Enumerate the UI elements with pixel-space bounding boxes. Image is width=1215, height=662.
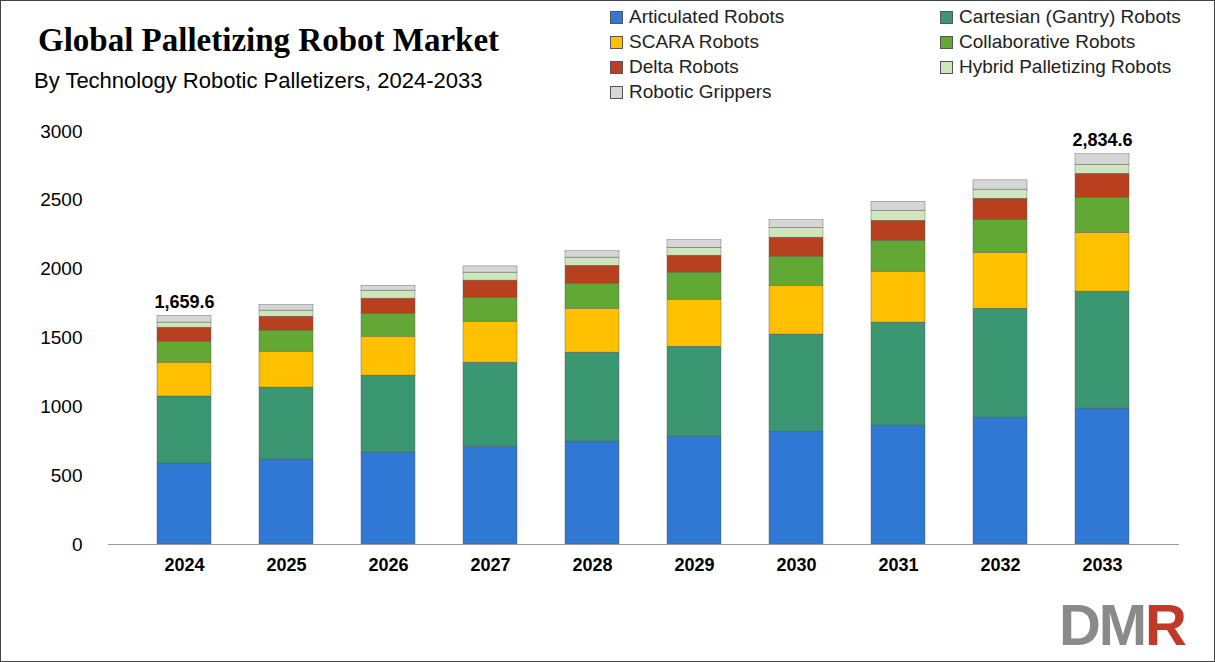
html-text:Collaborative Robots: Collaborative Robots bbox=[959, 31, 1136, 52]
svg-text:3000: 3000 bbox=[40, 121, 82, 142]
svg-text:2030: 2030 bbox=[776, 555, 816, 575]
svg-text:2033: 2033 bbox=[1082, 555, 1122, 575]
svg-text:1,659.6: 1,659.6 bbox=[154, 292, 214, 312]
svg-text:500: 500 bbox=[51, 465, 83, 486]
svg-text:2032: 2032 bbox=[980, 555, 1020, 575]
html-text:Cartesian (Gantry) Robots: Cartesian (Gantry) Robots bbox=[959, 6, 1181, 27]
svg-text:1500: 1500 bbox=[40, 327, 82, 348]
html-text:Delta Robots: Delta Robots bbox=[629, 56, 739, 77]
html-text:SCARA Robots: SCARA Robots bbox=[629, 31, 759, 52]
html-text:Articulated Robots: Articulated Robots bbox=[629, 6, 785, 27]
svg-text:2000: 2000 bbox=[40, 258, 82, 279]
html-text:Global Palletizing Robot Marke: Global Palletizing Robot Market bbox=[38, 22, 499, 58]
svg-text:2025: 2025 bbox=[266, 555, 306, 575]
svg-text:0: 0 bbox=[72, 534, 83, 555]
svg-text:2,834.6: 2,834.6 bbox=[1072, 130, 1132, 150]
svg-text:1000: 1000 bbox=[40, 396, 82, 417]
html-text:By Technology Robotic Palletiz: By Technology Robotic Palletizers, 2024-… bbox=[34, 68, 483, 93]
svg-text:2026: 2026 bbox=[368, 555, 408, 575]
html-text:Robotic Grippers: Robotic Grippers bbox=[629, 81, 772, 102]
svg-text:2024: 2024 bbox=[164, 555, 204, 575]
svg-text:2028: 2028 bbox=[572, 555, 612, 575]
svg-text:2500: 2500 bbox=[40, 189, 82, 210]
svg-text:2027: 2027 bbox=[470, 555, 510, 575]
svg-text:2031: 2031 bbox=[878, 555, 918, 575]
html-text:DM R: DM R bbox=[1058, 592, 1185, 657]
html-text:Hybrid Palletizing Robots: Hybrid Palletizing Robots bbox=[959, 56, 1172, 77]
svg-text:2029: 2029 bbox=[674, 555, 714, 575]
